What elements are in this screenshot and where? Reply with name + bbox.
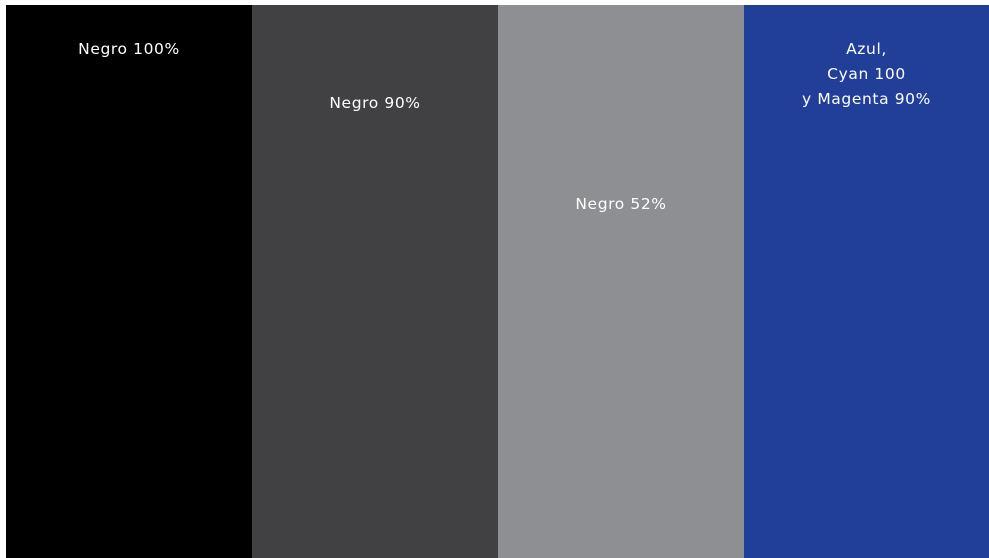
swatch-black-90: Negro 90% bbox=[252, 5, 498, 558]
swatch-label: Negro 52% bbox=[575, 195, 667, 213]
swatch-blue: Azul, Cyan 100 y Magenta 90% bbox=[744, 5, 989, 558]
swatch-label: Azul, Cyan 100 y Magenta 90% bbox=[802, 40, 931, 108]
swatch-black-100: Negro 100% bbox=[6, 5, 252, 558]
swatch-label: Negro 100% bbox=[78, 40, 180, 58]
swatch-label: Negro 90% bbox=[329, 94, 421, 112]
color-palette: Negro 100% Negro 90% Negro 52% Azul, Cya… bbox=[6, 5, 989, 558]
swatch-black-52: Negro 52% bbox=[498, 5, 744, 558]
